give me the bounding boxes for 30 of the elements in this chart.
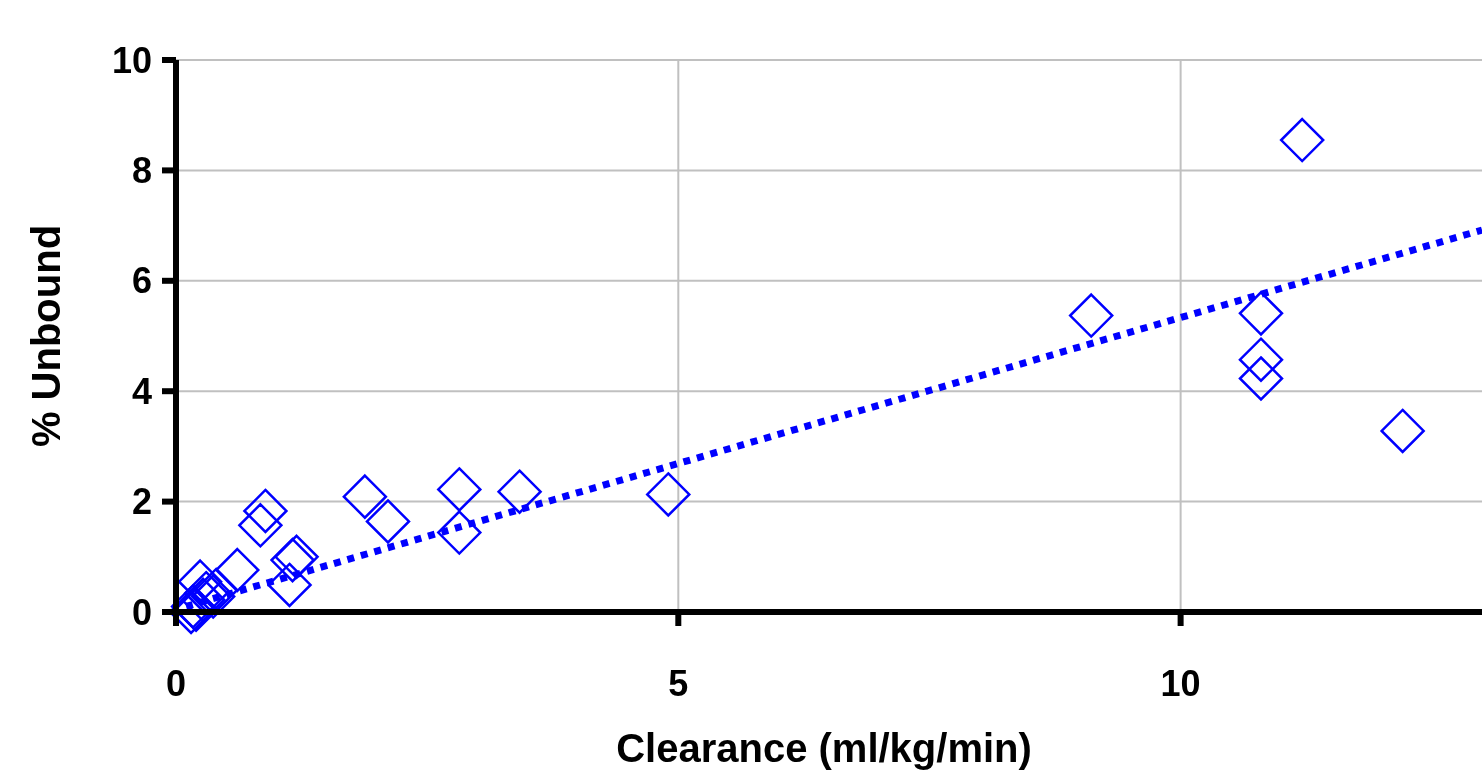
y-tick-label: 4: [131, 370, 152, 412]
point: [497, 469, 542, 514]
point: [342, 474, 388, 519]
y-tick-label: 8: [131, 149, 152, 191]
point: [1380, 408, 1425, 454]
y-tick-label: 0: [131, 591, 152, 633]
x-tick-label: 5: [668, 663, 689, 704]
point: [215, 547, 260, 593]
point: [183, 570, 229, 616]
point: [267, 562, 312, 608]
point: [1068, 293, 1114, 338]
point: [437, 467, 482, 512]
point: [1238, 356, 1284, 401]
x-tick-label: 0: [165, 663, 187, 704]
point: [190, 574, 236, 619]
point: [238, 503, 283, 548]
point: [1238, 337, 1284, 382]
point: [1279, 117, 1325, 163]
point: [243, 488, 288, 534]
x-axis-title: Clearance (ml/kg/min): [616, 726, 1032, 770]
y-tick-label: 6: [131, 260, 152, 302]
y-tick-label: 2: [131, 481, 152, 523]
y-axis-title: % Unbound: [24, 224, 68, 448]
point: [365, 499, 411, 544]
point: [177, 559, 223, 604]
point: [437, 510, 482, 555]
x-tick-label: 10: [1160, 663, 1201, 704]
point: [646, 472, 691, 517]
point: [1238, 291, 1284, 336]
y-tick-label: 10: [111, 39, 152, 81]
